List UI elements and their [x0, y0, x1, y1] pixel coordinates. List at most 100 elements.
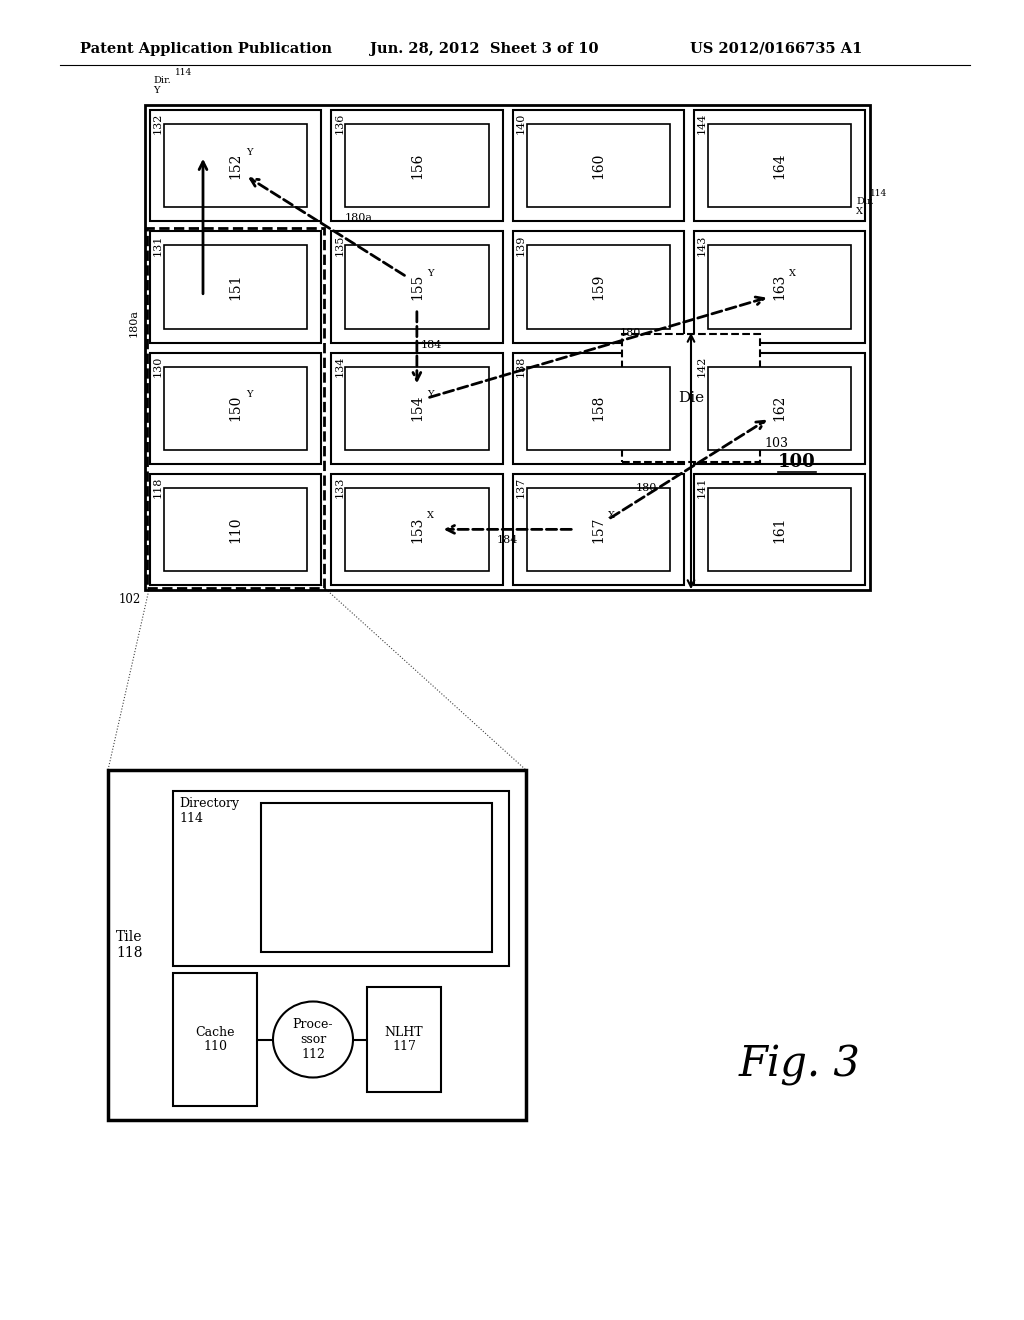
Text: 132: 132	[153, 114, 163, 135]
Text: 161: 161	[772, 516, 786, 543]
Text: 164: 164	[772, 152, 786, 180]
Text: Dir.: Dir.	[856, 197, 873, 206]
Bar	[693, 231, 865, 342]
Bar	[173, 791, 509, 966]
Text: 134: 134	[334, 355, 344, 378]
Text: 135: 135	[334, 234, 344, 256]
Text: Fig. 3: Fig. 3	[739, 1044, 861, 1086]
Bar	[164, 246, 307, 329]
Text: US 2012/0166735 A1: US 2012/0166735 A1	[690, 42, 862, 55]
Text: NLHT
117: NLHT 117	[385, 1026, 423, 1053]
Bar	[526, 246, 670, 329]
Bar	[147, 228, 325, 587]
Text: 180a: 180a	[344, 214, 373, 223]
Text: 138: 138	[515, 355, 525, 378]
Text: Y: Y	[246, 148, 252, 157]
Bar	[331, 352, 503, 463]
Bar	[150, 231, 322, 342]
Bar	[331, 110, 503, 222]
Text: 136: 136	[334, 114, 344, 135]
Text: 110: 110	[228, 516, 243, 543]
Text: 158: 158	[591, 395, 605, 421]
Text: Y: Y	[427, 269, 433, 279]
Text: 141: 141	[696, 477, 707, 498]
Text: Directory
114: Directory 114	[179, 797, 240, 825]
Text: Tile
118: Tile 118	[116, 929, 142, 960]
Text: 131: 131	[153, 234, 163, 256]
Bar	[331, 474, 503, 585]
Text: 160: 160	[591, 152, 605, 178]
Text: 184: 184	[497, 536, 518, 545]
Text: 162: 162	[772, 395, 786, 421]
Text: 143: 143	[696, 234, 707, 256]
Bar	[708, 124, 851, 207]
Text: 150: 150	[228, 395, 243, 421]
Text: X: X	[790, 269, 797, 279]
Bar	[512, 231, 684, 342]
Bar	[164, 488, 307, 572]
Text: 133: 133	[334, 477, 344, 498]
Text: 114: 114	[175, 69, 193, 77]
Bar	[708, 488, 851, 572]
Text: 157: 157	[591, 516, 605, 543]
Text: 137: 137	[515, 477, 525, 498]
Text: 180: 180	[636, 483, 657, 494]
Bar	[708, 367, 851, 450]
Text: Proce-
ssor
112: Proce- ssor 112	[293, 1018, 333, 1061]
Bar	[526, 367, 670, 450]
Bar	[345, 488, 488, 572]
Bar	[512, 474, 684, 585]
Bar	[150, 352, 322, 463]
Bar	[164, 124, 307, 207]
Bar	[261, 803, 492, 952]
Text: 153: 153	[410, 516, 424, 543]
Text: 102: 102	[119, 593, 141, 606]
Bar	[693, 110, 865, 222]
Text: Die: Die	[678, 391, 705, 405]
Bar	[150, 110, 322, 222]
Text: 140: 140	[515, 114, 525, 135]
Text: Cache
110: Cache 110	[196, 1026, 234, 1053]
Text: Y: Y	[427, 391, 433, 399]
Text: Y: Y	[246, 391, 252, 399]
Text: 142: 142	[696, 355, 707, 378]
Bar	[173, 973, 257, 1106]
Bar	[693, 352, 865, 463]
Text: 144: 144	[696, 114, 707, 135]
Bar	[367, 987, 441, 1092]
Text: 180: 180	[621, 327, 641, 338]
Text: Jun. 28, 2012  Sheet 3 of 10: Jun. 28, 2012 Sheet 3 of 10	[370, 42, 598, 55]
Bar	[526, 488, 670, 572]
Text: 180a: 180a	[129, 309, 139, 337]
Text: Patent Application Publication: Patent Application Publication	[80, 42, 332, 55]
Bar	[512, 110, 684, 222]
Text: 163: 163	[772, 273, 786, 300]
Text: 184: 184	[421, 339, 442, 350]
Bar	[512, 352, 684, 463]
Text: 130: 130	[153, 355, 163, 378]
Text: 139: 139	[515, 234, 525, 256]
Bar	[331, 231, 503, 342]
Bar	[164, 367, 307, 450]
Bar	[526, 124, 670, 207]
Text: X: X	[856, 207, 863, 216]
Bar	[345, 124, 488, 207]
Text: 159: 159	[591, 273, 605, 300]
Text: 155: 155	[410, 273, 424, 300]
Bar	[145, 106, 870, 590]
Text: Dir.: Dir.	[153, 77, 171, 84]
Text: 118: 118	[153, 477, 163, 498]
Text: 152: 152	[228, 152, 243, 178]
Ellipse shape	[273, 1002, 353, 1077]
Text: 100: 100	[778, 453, 816, 471]
Text: Location
Hint
Structure
116: Location Hint Structure 116	[346, 849, 407, 907]
Text: 103: 103	[764, 437, 788, 450]
Text: X: X	[608, 511, 615, 520]
Text: 114: 114	[870, 189, 887, 198]
Text: 151: 151	[228, 273, 243, 300]
Text: Y: Y	[153, 86, 160, 95]
Bar	[150, 474, 322, 585]
Bar	[108, 770, 526, 1119]
Bar	[622, 334, 760, 462]
Text: X: X	[427, 511, 434, 520]
